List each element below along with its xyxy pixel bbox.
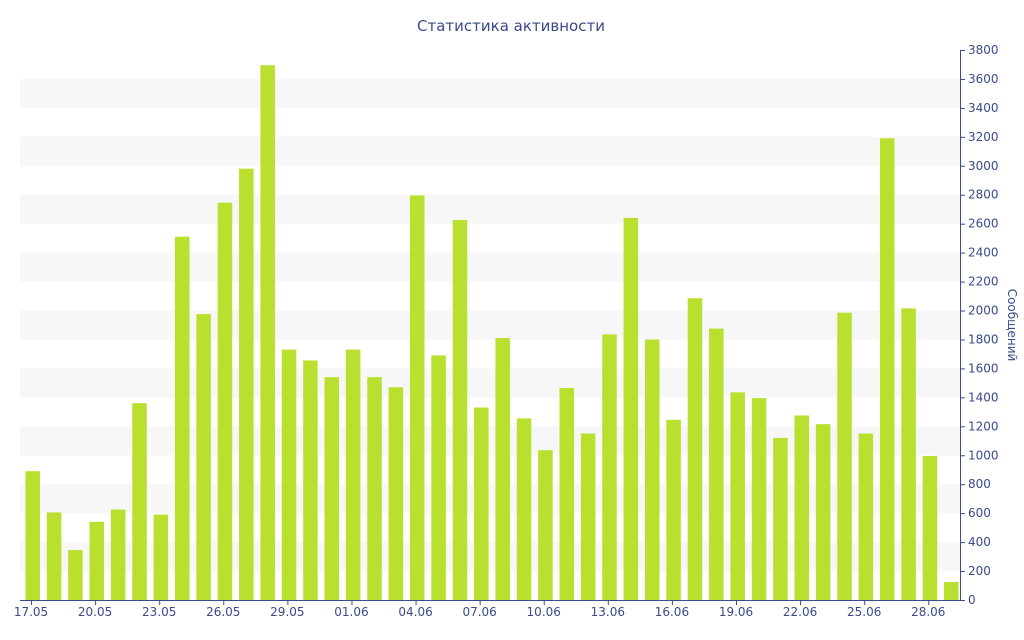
bar-23.06[interactable] bbox=[815, 424, 831, 600]
bar-08.06[interactable] bbox=[495, 338, 510, 600]
bar-28.06[interactable] bbox=[922, 455, 938, 600]
x-tick-label: 16.06 bbox=[655, 605, 689, 619]
bar-07.06[interactable] bbox=[474, 407, 489, 601]
bar-25.06[interactable] bbox=[858, 433, 874, 600]
bar-24.06[interactable] bbox=[837, 312, 852, 600]
bar-20.05[interactable] bbox=[89, 521, 105, 600]
bar-17.06[interactable] bbox=[687, 298, 703, 600]
x-tick-label: 04.06 bbox=[398, 605, 432, 619]
x-tick-label: 23.05 bbox=[142, 605, 176, 619]
bar-03.06[interactable] bbox=[388, 387, 404, 600]
x-tick-label: 20.05 bbox=[78, 605, 112, 619]
bar-05.06[interactable] bbox=[431, 355, 446, 600]
bar-18.06[interactable] bbox=[709, 328, 724, 600]
x-axis-ticks: 17.05 20.05 23.05 26.05 29.05 01.06 04.06 07.06… bbox=[14, 600, 945, 619]
bar-26.05[interactable] bbox=[217, 202, 233, 600]
bar-09.06[interactable] bbox=[516, 418, 532, 600]
bar-04.06[interactable] bbox=[409, 195, 425, 600]
bar-21.06[interactable] bbox=[773, 437, 788, 600]
grid-band bbox=[20, 136, 960, 166]
bar-27.05[interactable] bbox=[239, 168, 254, 600]
bar-30.05[interactable] bbox=[303, 360, 318, 600]
y-tick-label: 1400 bbox=[968, 390, 999, 404]
y-tick-label: 3000 bbox=[968, 159, 999, 173]
bar-27.06[interactable] bbox=[901, 308, 916, 600]
bar-29.05[interactable] bbox=[281, 349, 297, 600]
y-tick-label: 1800 bbox=[968, 332, 999, 346]
bars bbox=[25, 65, 959, 601]
bar-19.06[interactable] bbox=[730, 392, 745, 600]
bar-16.06[interactable] bbox=[666, 419, 681, 600]
x-tick-label: 10.06 bbox=[527, 605, 561, 619]
y-tick-label: 2400 bbox=[968, 246, 999, 260]
y-tick-label: 3600 bbox=[968, 72, 999, 86]
bar-06.06[interactable] bbox=[452, 220, 468, 600]
y-tick-label: 0 bbox=[968, 593, 976, 607]
y-tick-label: 2800 bbox=[968, 188, 999, 202]
bar-26.06[interactable] bbox=[879, 138, 895, 601]
y-tick-label: 2200 bbox=[968, 275, 999, 289]
x-tick-label: 26.05 bbox=[206, 605, 240, 619]
bar-18.05[interactable] bbox=[46, 512, 62, 600]
y-tick-label: 3800 bbox=[968, 43, 999, 57]
y-tick-label: 1600 bbox=[968, 361, 999, 375]
y-tick-label: 400 bbox=[968, 535, 991, 549]
y-tick-label: 800 bbox=[968, 477, 991, 491]
bar-31.05[interactable] bbox=[324, 377, 340, 600]
x-tick-label: 29.05 bbox=[270, 605, 304, 619]
bar-29.06[interactable] bbox=[944, 581, 959, 600]
y-tick-label: 2600 bbox=[968, 217, 999, 231]
y-tick-label: 600 bbox=[968, 506, 991, 520]
y-axis-ticks: 0 200 400 600 800 1000 1200 1400 1600 1800 2000 220… bbox=[960, 43, 999, 607]
y-tick-label: 3200 bbox=[968, 130, 999, 144]
x-tick-label: 28.06 bbox=[911, 605, 945, 619]
bar-10.06[interactable] bbox=[538, 450, 553, 600]
grid-band bbox=[20, 310, 960, 340]
x-tick-label: 13.06 bbox=[591, 605, 625, 619]
x-tick-label: 17.05 bbox=[14, 605, 48, 619]
grid-band bbox=[20, 252, 960, 282]
bar-19.05[interactable] bbox=[68, 550, 83, 600]
bar-15.06[interactable] bbox=[644, 339, 660, 600]
bar-25.05[interactable] bbox=[196, 314, 211, 600]
bar-21.05[interactable] bbox=[110, 509, 126, 600]
x-tick-label: 22.06 bbox=[783, 605, 817, 619]
bar-20.06[interactable] bbox=[751, 398, 767, 600]
bar-22.06[interactable] bbox=[794, 415, 810, 600]
bar-24.05[interactable] bbox=[174, 236, 190, 600]
bar-28.05[interactable] bbox=[260, 65, 275, 600]
x-tick-label: 07.06 bbox=[462, 605, 496, 619]
y-axis-label: Сообщений bbox=[1005, 289, 1019, 362]
y-tick-label: 1000 bbox=[968, 448, 999, 462]
bar-22.05[interactable] bbox=[132, 403, 147, 600]
y-tick-label: 3400 bbox=[968, 101, 999, 115]
y-tick-label: 2000 bbox=[968, 304, 999, 318]
x-tick-label: 19.06 bbox=[719, 605, 753, 619]
x-tick-label: 01.06 bbox=[334, 605, 368, 619]
bar-12.06[interactable] bbox=[580, 433, 596, 600]
bar-23.05[interactable] bbox=[153, 514, 169, 600]
grid-band bbox=[20, 78, 960, 108]
y-tick-label: 200 bbox=[968, 564, 991, 578]
bar-14.06[interactable] bbox=[623, 217, 639, 600]
grid-band bbox=[20, 194, 960, 224]
chart-title: Статистика активности bbox=[417, 17, 605, 35]
bar-11.06[interactable] bbox=[559, 387, 575, 600]
bar-17.05[interactable] bbox=[25, 471, 40, 600]
grid-band bbox=[20, 368, 960, 398]
x-tick-label: 25.06 bbox=[847, 605, 881, 619]
bar-01.06[interactable] bbox=[345, 349, 361, 600]
bar-02.06[interactable] bbox=[367, 377, 382, 600]
y-tick-label: 1200 bbox=[968, 419, 999, 433]
bar-13.06[interactable] bbox=[602, 334, 617, 600]
